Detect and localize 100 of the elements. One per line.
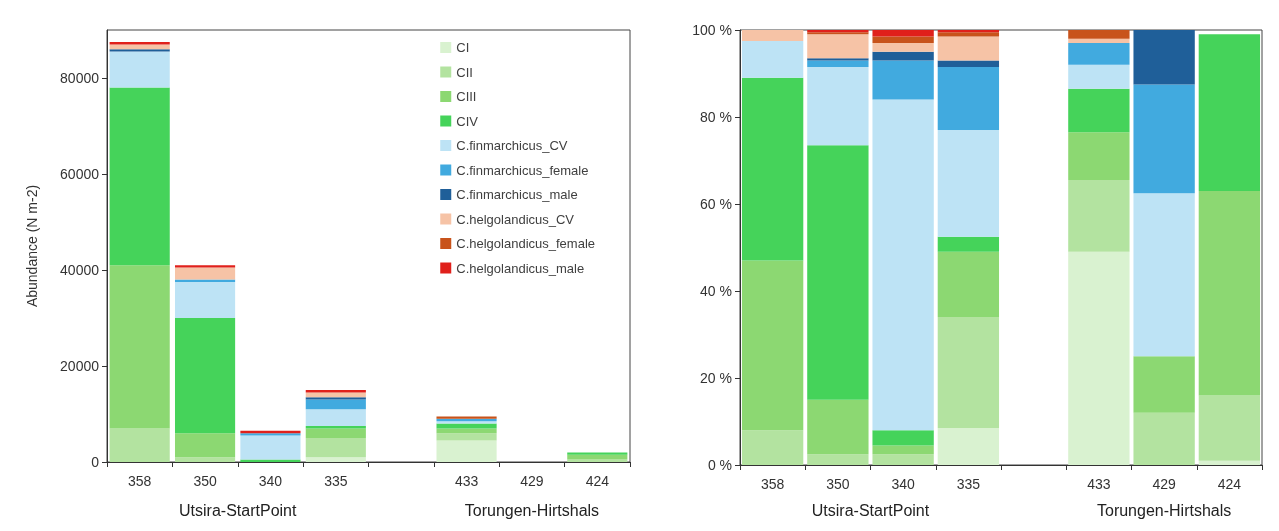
bar	[741, 30, 804, 41]
bar	[174, 282, 236, 318]
legend-label: CIII	[456, 89, 477, 104]
legend-label: CIV	[456, 113, 479, 129]
bar	[1198, 395, 1261, 461]
bar	[872, 43, 934, 52]
bar	[174, 267, 236, 280]
y-tick-label: 80 %	[700, 109, 732, 125]
bar	[174, 265, 236, 268]
bar	[741, 260, 804, 431]
bar	[109, 44, 170, 50]
bar	[109, 265, 170, 429]
bar	[807, 399, 869, 455]
bar	[1133, 193, 1195, 357]
y-tick-label: 0 %	[707, 457, 732, 473]
legend-label: C.helgolandicus_female	[456, 236, 596, 251]
x-tick-label: 424	[1217, 476, 1242, 492]
bar	[937, 317, 1000, 429]
bar	[436, 428, 497, 434]
x-tick-label: 429	[520, 473, 544, 489]
bar	[240, 435, 301, 460]
bar	[807, 58, 869, 61]
x-tick-label: 340	[258, 473, 283, 489]
bar	[174, 433, 236, 458]
bar	[1068, 251, 1130, 465]
x-tick-label: 335	[324, 473, 348, 489]
bar	[109, 51, 170, 88]
x-tick-label: 350	[826, 476, 850, 492]
x-tick-label: 433	[1087, 476, 1111, 492]
bar	[305, 392, 366, 398]
bar	[872, 30, 934, 37]
y-tick-label: 40000	[60, 262, 100, 278]
bar	[305, 457, 366, 462]
bar	[305, 428, 366, 438]
x-tick-label: 358	[760, 476, 785, 492]
bar	[741, 40, 804, 78]
y-tick-label: 0	[91, 454, 100, 470]
text: Utsira-StartPoint	[179, 501, 297, 519]
y-tick-label: 100 %	[692, 22, 732, 38]
y-tick-label: 60000	[60, 166, 100, 182]
bar	[1133, 30, 1195, 85]
bar	[937, 236, 1000, 252]
x-tick-label: 433	[454, 473, 479, 489]
bar	[807, 34, 869, 59]
bar	[872, 99, 934, 431]
bar	[937, 30, 1000, 33]
x-tick-label: 350	[193, 473, 217, 489]
legend-label: CI	[456, 40, 470, 55]
x-tick-label: 358	[128, 473, 152, 489]
bar	[807, 454, 869, 465]
legend-label: C.finmarchicus_male	[456, 187, 578, 202]
x-tick-label: 429	[1152, 476, 1177, 492]
legend-label: C.helgolandicus_CV	[456, 211, 575, 227]
bar	[436, 433, 497, 441]
x-tick-label: 335	[956, 476, 981, 492]
text: Torungen-Hirtshals	[1096, 501, 1232, 519]
bar	[1068, 88, 1130, 133]
bar	[1198, 34, 1261, 191]
bar	[937, 251, 1000, 318]
bar	[174, 457, 236, 462]
bar	[872, 445, 934, 455]
y-tick-label: 20 %	[700, 370, 732, 386]
bar	[807, 60, 869, 67]
bar	[1068, 30, 1130, 39]
bar	[305, 409, 366, 426]
bar	[872, 430, 934, 446]
legend-label: C.finmarchicus_CV	[456, 138, 568, 153]
bar	[436, 440, 497, 462]
bar	[1068, 38, 1130, 44]
bar	[1068, 64, 1130, 89]
y-tick-label: 20000	[60, 358, 100, 374]
bar	[1068, 132, 1130, 181]
x-tick-label: 340	[891, 476, 916, 492]
bar	[305, 438, 366, 458]
bar	[1198, 460, 1261, 465]
bar	[174, 318, 236, 434]
y-tick-label: 40 %	[700, 283, 732, 299]
bar	[937, 130, 1000, 237]
bar	[741, 430, 804, 465]
bar	[937, 66, 1000, 131]
legend-label: C.helgolandicus_male	[456, 260, 585, 276]
bar	[1068, 43, 1130, 65]
legend-label: CII	[456, 64, 473, 80]
y-tick-label: 80000	[60, 70, 100, 86]
bar	[872, 51, 934, 61]
bar	[305, 397, 366, 400]
text: Utsira-StartPoint	[811, 501, 930, 519]
y-tick-label: 60 %	[700, 196, 732, 212]
bar	[567, 452, 628, 455]
bar	[109, 49, 170, 52]
bar	[937, 32, 1000, 37]
bar	[567, 454, 628, 460]
bar	[741, 77, 804, 261]
bar	[807, 145, 869, 400]
bar	[109, 87, 170, 266]
bar	[1068, 180, 1130, 252]
bar	[937, 36, 1000, 61]
text: Torungen-Hirtshals	[464, 501, 600, 519]
bar	[1133, 412, 1195, 465]
bar	[1133, 356, 1195, 413]
